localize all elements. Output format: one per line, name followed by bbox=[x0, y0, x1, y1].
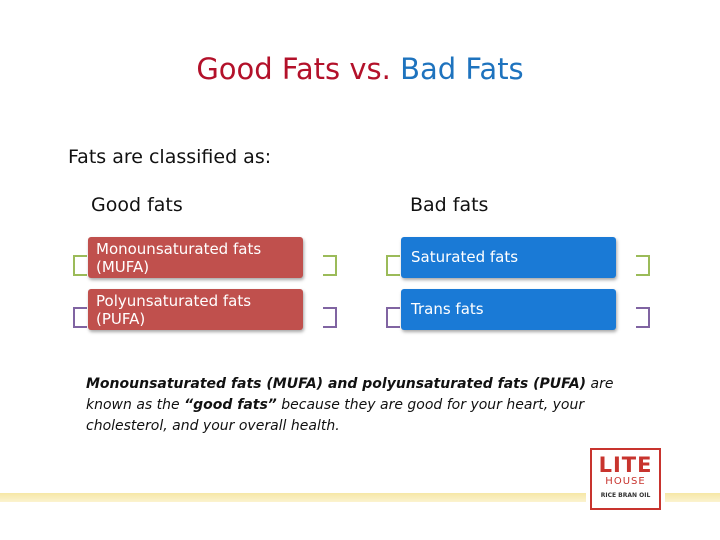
title-good-part: Good Fats bbox=[196, 52, 341, 86]
note-text-2: because they are good for your heart, yo… bbox=[86, 397, 585, 434]
saturated-fats-box: Saturated fats bbox=[401, 237, 616, 278]
mufa-abbrev: (MUFA) bbox=[96, 258, 150, 276]
mufa-label: Monounsaturated fats bbox=[96, 240, 262, 258]
trans-fats-box: Trans fats bbox=[401, 289, 616, 330]
saturated-fats-label: Saturated fats bbox=[411, 248, 519, 266]
bracket-left-icon bbox=[386, 255, 400, 276]
pufa-box: Polyunsaturated fats (PUFA) bbox=[88, 289, 303, 330]
title-bad-part: Bad Fats bbox=[400, 52, 524, 86]
note-text-1: are known as the bbox=[86, 376, 614, 413]
bracket-left-icon bbox=[73, 255, 87, 276]
lite-house-logo: LITE HOUSE RICE BRAN OIL bbox=[590, 448, 661, 510]
logo-line-2: HOUSE bbox=[605, 476, 646, 487]
bracket-right-icon bbox=[323, 255, 337, 276]
bracket-right-icon bbox=[636, 255, 650, 276]
bracket-left-icon bbox=[386, 307, 400, 328]
bracket-left-icon bbox=[73, 307, 87, 328]
explanation-note: Monounsaturated fats (MUFA) and polyunsa… bbox=[86, 374, 616, 437]
intro-text: Fats are classified as: bbox=[68, 146, 272, 168]
bracket-right-icon bbox=[636, 307, 650, 328]
note-bold-2: “good fats” bbox=[184, 397, 277, 413]
trans-fats-label: Trans fats bbox=[411, 300, 484, 318]
bracket-right-icon bbox=[323, 307, 337, 328]
mufa-box: Monounsaturated fats (MUFA) bbox=[88, 237, 303, 278]
pufa-abbrev: (PUFA) bbox=[96, 310, 146, 328]
slide-title: Good Fats vs. Bad Fats bbox=[0, 50, 720, 88]
logo-line-3: RICE BRAN OIL bbox=[600, 492, 651, 499]
title-vs-part: vs. bbox=[340, 52, 401, 86]
bad-fats-heading: Bad fats bbox=[410, 194, 489, 216]
note-bold-1: Monounsaturated fats (MUFA) and polyunsa… bbox=[86, 376, 587, 392]
pufa-label: Polyunsaturated fats bbox=[96, 292, 252, 310]
good-fats-heading: Good fats bbox=[91, 194, 183, 216]
logo-line-1: LITE bbox=[598, 453, 653, 477]
footer-band bbox=[0, 493, 720, 502]
